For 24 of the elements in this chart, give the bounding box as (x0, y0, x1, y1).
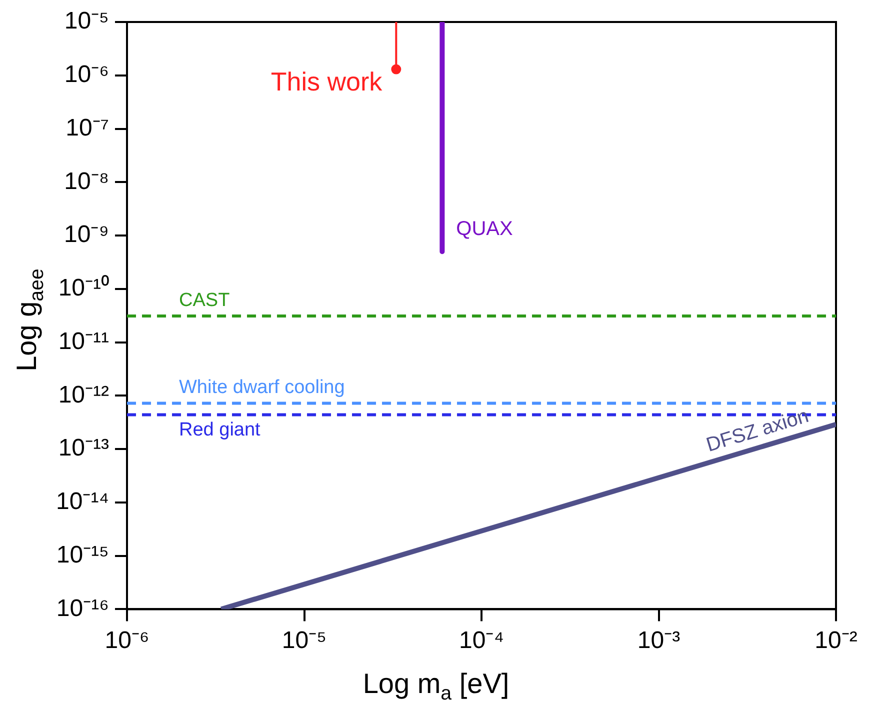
y-tick-label: 10⁻⁹ (64, 221, 109, 248)
y-tick-label: 10⁻¹⁵ (56, 541, 109, 568)
x-tick-label: 10⁻⁵ (282, 627, 327, 654)
y-tick-label: 10⁻¹² (58, 381, 109, 408)
series-label: This work (270, 66, 384, 96)
series-label: QUAX (456, 218, 513, 240)
y-tick-label: 10⁻¹⁴ (56, 488, 109, 516)
ref-line-label: White dwarf cooling (179, 377, 345, 398)
x-tick-label: 10⁻⁴ (458, 627, 504, 654)
x-tick-label: 10⁻⁶ (104, 627, 150, 654)
x-tick-label: 10⁻³ (637, 627, 680, 654)
ref-line-label: CAST (179, 290, 230, 311)
text: DFSZ axion (704, 405, 812, 456)
y-tick-label: 10⁻¹³ (58, 434, 109, 462)
y-tick-label: 10⁻⁷ (66, 114, 109, 142)
y-tick-label: 10⁻⁸ (64, 168, 109, 195)
y-tick-label: 10⁻¹¹ (58, 328, 109, 355)
y-tick-label: 10⁻⁶ (64, 61, 109, 88)
y-tick-label: 10⁻¹⁰ (58, 274, 109, 302)
ref-line-label: Red giant (179, 419, 262, 440)
x-axis-title: Log m$_{a}$ [eV] (362, 668, 510, 706)
y-tick-label: 10⁻¹⁶ (56, 594, 109, 622)
y-tick-label: 10⁻⁵ (64, 8, 109, 35)
x-tick-label: 10⁻² (814, 627, 858, 654)
